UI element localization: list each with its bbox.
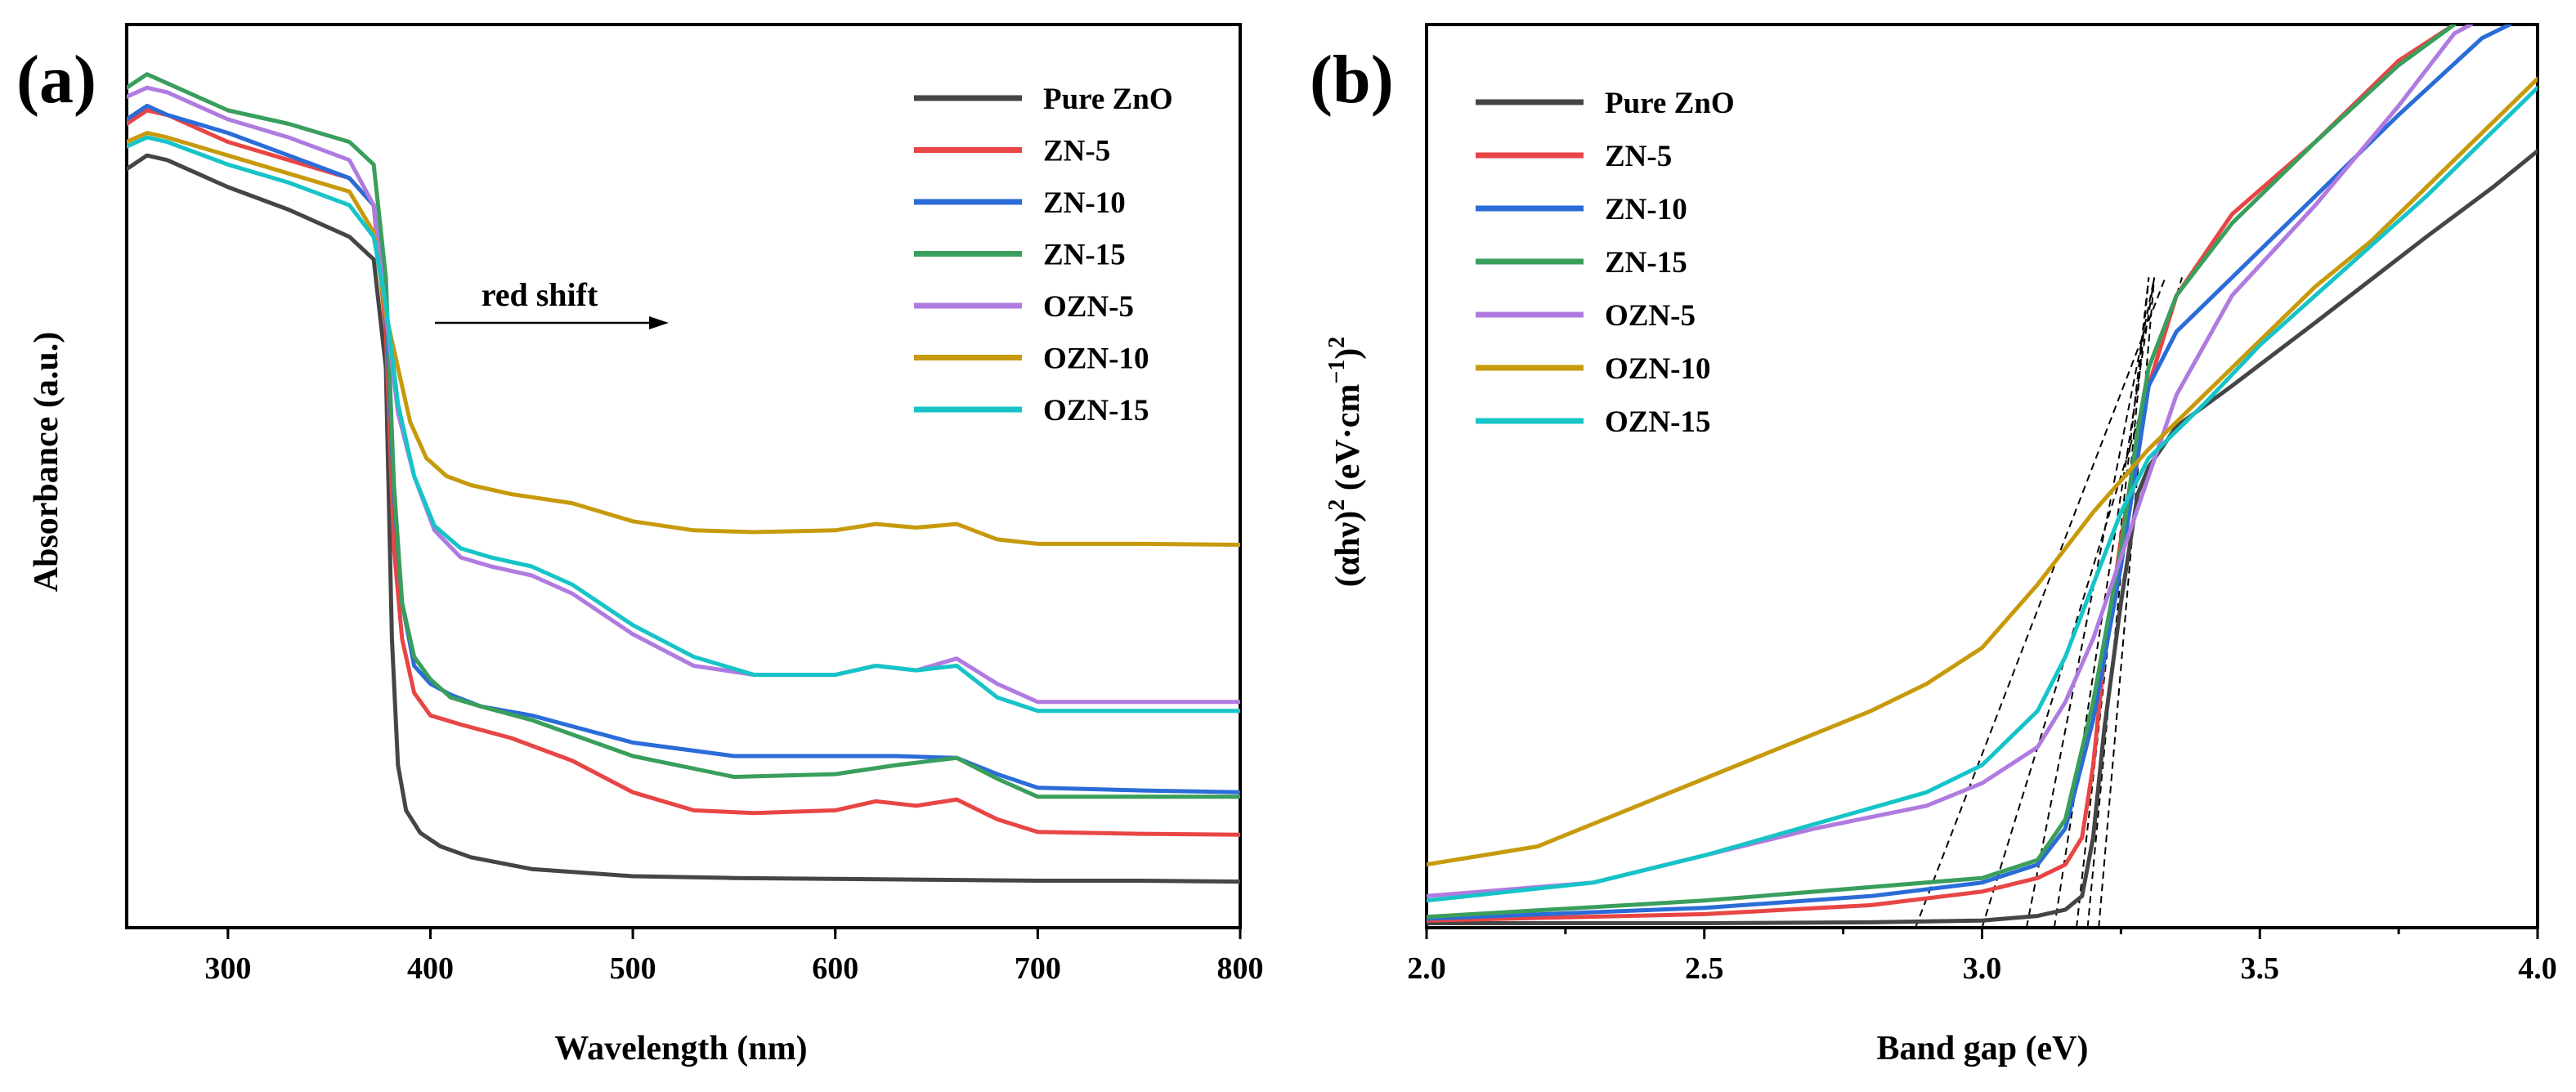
legend-label: OZN-15 xyxy=(1605,405,1711,439)
legend-label: OZN-5 xyxy=(1605,299,1696,333)
panel-a-x-tick-label: 800 xyxy=(1217,951,1264,986)
legend-label: ZN-5 xyxy=(1043,135,1110,168)
panel-a-x-axis-title: Wavelength (nm) xyxy=(554,1030,807,1067)
panel-b-series-pure-zno xyxy=(1427,149,2538,925)
panel-a-y-axis-title: Absorbance (a.u.) xyxy=(28,332,65,593)
legend-label: ZN-15 xyxy=(1043,239,1126,272)
tangent-fit-line xyxy=(2086,277,2150,928)
legend-label: OZN-5 xyxy=(1043,290,1134,324)
tangent-fit-line xyxy=(2076,277,2150,928)
panel-a-x-tick-label: 500 xyxy=(610,951,656,986)
panel-a-label: (a) xyxy=(16,42,96,118)
red-shift-annotation: red shift xyxy=(482,276,598,313)
panel-a-series-pure-zno xyxy=(127,153,1240,884)
panel-b-label: (b) xyxy=(1310,42,1394,118)
panel-a-series-ozn-5 xyxy=(127,85,1240,705)
panel-b-series-zn-15 xyxy=(1427,25,2457,920)
legend-label: Pure ZnO xyxy=(1605,87,1735,120)
panel-b-y-axis-title: (αhν)2 (eV·cm−1)2 xyxy=(1324,337,1367,588)
panel-b: (b) (αhν)2 (eV·cm−1)2 Band gap (eV) 2.0 2… xyxy=(1310,23,2557,1067)
panel-b-x-axis-title: Band gap (eV) xyxy=(1876,1030,2088,1067)
panel-b-series-ozn-10 xyxy=(1427,76,2538,867)
tangent-fit-line xyxy=(1915,277,2166,928)
panel-b-x-tick-label: 2.0 xyxy=(1407,951,1446,986)
panel-a-x-tick-label: 700 xyxy=(1015,951,1061,986)
panel-a-series-zn-15 xyxy=(127,72,1240,799)
panel-a-plot-frame xyxy=(125,23,1242,929)
panel-a: (a) Absorbance (a.u.) Wavelength (nm) re… xyxy=(16,23,1264,1067)
panel-b-series-ozn-5 xyxy=(1427,25,2473,898)
panel-b-series-ozn-15 xyxy=(1427,85,2538,903)
legend-label: ZN-15 xyxy=(1605,246,1687,280)
legend-label: OZN-15 xyxy=(1043,394,1149,427)
legend-label: OZN-10 xyxy=(1605,352,1711,386)
tangent-fit-line xyxy=(2025,277,2156,928)
panel-b-x-tick-label: 4.0 xyxy=(2518,951,2557,986)
panel-b-series-zn-10 xyxy=(1427,25,2512,921)
legend-label: ZN-5 xyxy=(1605,140,1672,173)
panel-a-x-tick-label: 400 xyxy=(407,951,454,986)
panel-a-x-tick-label: 600 xyxy=(812,951,858,986)
panel-b-x-tick-label: 3.5 xyxy=(2241,951,2280,986)
panel-a-x-tick-label: 300 xyxy=(204,951,251,986)
panel-a-series-ozn-10 xyxy=(127,131,1240,547)
panel-a-series-ozn-15 xyxy=(127,135,1240,714)
legend-label: OZN-10 xyxy=(1043,342,1149,376)
legend-label: ZN-10 xyxy=(1605,193,1687,226)
panel-b-x-tick-label: 3.0 xyxy=(1963,951,2002,986)
panel-b-x-tick-label: 2.5 xyxy=(1685,951,1724,986)
red-shift-arrow-head xyxy=(649,316,669,329)
legend-label: Pure ZnO xyxy=(1043,83,1173,116)
legend-label: ZN-10 xyxy=(1043,186,1126,220)
panel-a-series-zn-5 xyxy=(127,108,1240,837)
panel-b-plot-frame xyxy=(1425,23,2539,929)
